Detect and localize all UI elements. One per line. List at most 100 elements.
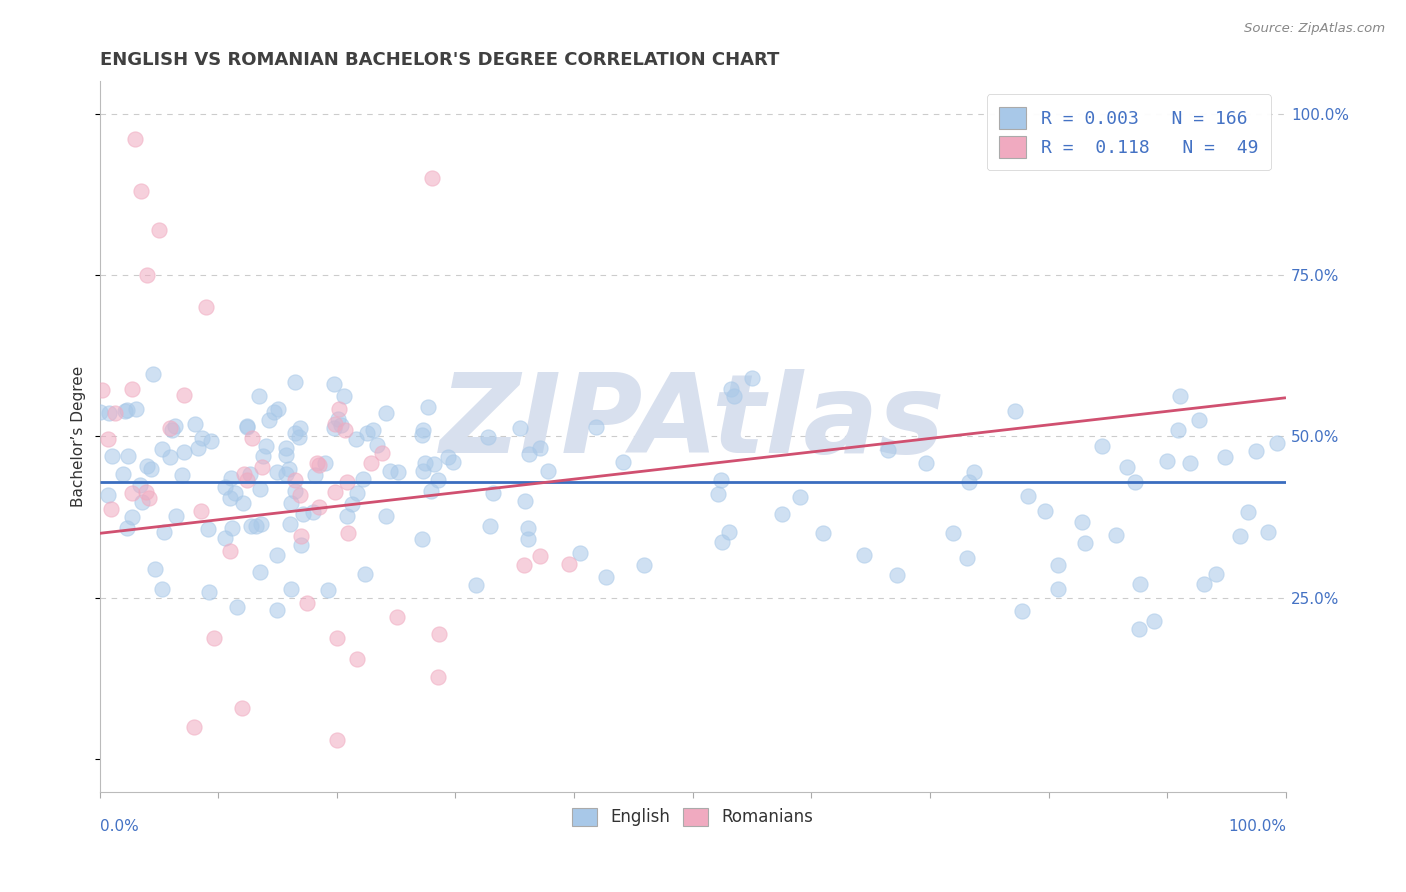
Point <box>307 457 329 471</box>
Point <box>481 486 503 500</box>
Point <box>195 301 218 315</box>
Point <box>308 500 330 514</box>
Point <box>517 532 540 546</box>
Point <box>232 496 254 510</box>
Point <box>1246 444 1268 458</box>
Point <box>1105 528 1128 542</box>
Point <box>89 405 111 419</box>
Point <box>336 509 359 524</box>
Point <box>249 566 271 580</box>
Legend: English, Romanians: English, Romanians <box>565 801 820 833</box>
Point <box>214 531 236 545</box>
Point <box>221 521 243 535</box>
Point <box>190 504 212 518</box>
Point <box>224 486 246 500</box>
Point <box>387 465 409 479</box>
Point <box>302 505 325 519</box>
Point <box>558 558 581 572</box>
Point <box>236 419 259 434</box>
Point <box>316 582 339 597</box>
Point <box>585 420 607 434</box>
Point <box>380 464 402 478</box>
Point <box>235 420 257 434</box>
Point <box>197 522 219 536</box>
Point <box>1167 423 1189 437</box>
Point <box>221 471 243 485</box>
Point <box>529 549 551 564</box>
Point <box>352 472 374 486</box>
Point <box>1046 558 1069 572</box>
Point <box>322 421 344 435</box>
Point <box>280 582 302 596</box>
Point <box>412 464 434 478</box>
Point <box>371 446 394 460</box>
Point <box>595 570 617 584</box>
Point <box>142 368 165 382</box>
Point <box>1265 436 1288 450</box>
Point <box>254 439 277 453</box>
Point <box>569 546 592 560</box>
Point <box>1237 505 1260 519</box>
Point <box>886 568 908 582</box>
Point <box>284 375 307 389</box>
Point <box>1205 567 1227 582</box>
Point <box>280 496 302 510</box>
Point <box>290 538 312 552</box>
Point <box>441 455 464 469</box>
Point <box>1229 529 1251 543</box>
Point <box>706 487 728 501</box>
Point <box>717 525 740 540</box>
Point <box>191 431 214 445</box>
Point <box>513 494 536 508</box>
Point <box>1257 524 1279 539</box>
Point <box>1192 577 1215 591</box>
Point <box>464 578 486 592</box>
Point <box>252 449 274 463</box>
Point <box>249 482 271 496</box>
Point <box>129 184 152 198</box>
Point <box>115 403 138 417</box>
Point <box>720 383 742 397</box>
Point <box>957 475 980 490</box>
Point <box>97 432 120 446</box>
Point <box>290 529 312 543</box>
Point <box>374 509 396 524</box>
Point <box>259 413 281 427</box>
Point <box>426 670 449 684</box>
Point <box>143 562 166 576</box>
Point <box>101 449 124 463</box>
Point <box>225 600 247 615</box>
Text: ENGLISH VS ROMANIAN BACHELOR'S DEGREE CORRELATION CHART: ENGLISH VS ROMANIAN BACHELOR'S DEGREE CO… <box>100 51 779 69</box>
Point <box>1168 389 1191 403</box>
Point <box>236 473 259 487</box>
Point <box>150 582 173 596</box>
Point <box>413 456 436 470</box>
Point <box>284 426 307 441</box>
Point <box>314 457 336 471</box>
Point <box>478 518 501 533</box>
Point <box>202 632 225 646</box>
Point <box>330 417 353 432</box>
Point <box>915 456 938 470</box>
Point <box>852 548 875 562</box>
Point <box>136 268 159 282</box>
Point <box>323 417 346 432</box>
Point <box>1143 614 1166 628</box>
Point <box>322 377 344 392</box>
Point <box>121 485 143 500</box>
Point <box>124 132 146 146</box>
Point <box>139 462 162 476</box>
Point <box>278 461 301 475</box>
Point <box>214 480 236 494</box>
Point <box>267 401 290 416</box>
Point <box>304 468 326 483</box>
Point <box>1017 489 1039 503</box>
Point <box>789 491 811 505</box>
Point <box>956 550 979 565</box>
Point <box>326 631 349 645</box>
Point <box>266 549 288 563</box>
Point <box>633 558 655 572</box>
Point <box>1213 450 1236 465</box>
Point <box>136 458 159 473</box>
Point <box>100 502 122 516</box>
